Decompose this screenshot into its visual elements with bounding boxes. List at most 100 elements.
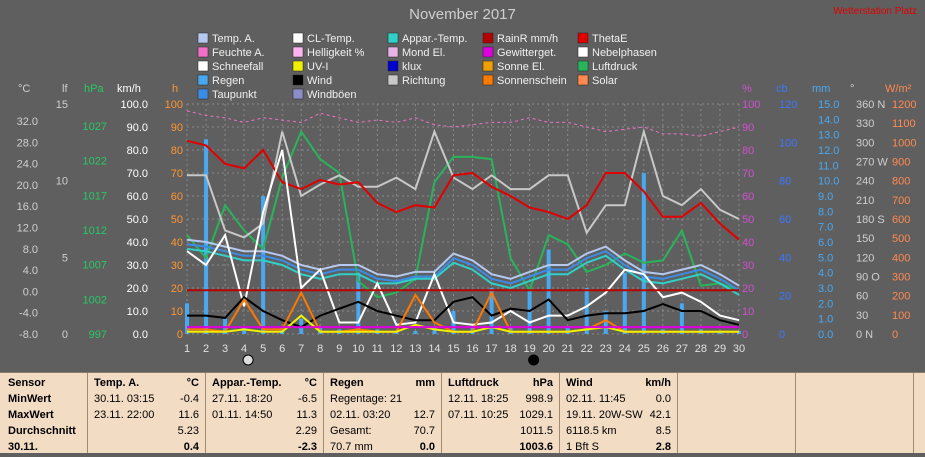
- legend-label: CL-Temp.: [307, 33, 355, 45]
- empty-column: [796, 373, 914, 453]
- temp-axis-tick: 28.0: [17, 137, 38, 149]
- legend-swatch: [292, 32, 304, 44]
- stat-column-title: Wind: [566, 377, 593, 389]
- kmh-axis-unit: km/h: [117, 83, 141, 95]
- rain-bar: [356, 272, 361, 334]
- rain-bar: [565, 326, 570, 334]
- cb-axis-tick: 100: [779, 137, 797, 149]
- hpa-axis-tick: 1007: [83, 260, 107, 272]
- stat-cell-label: 12.11. 18:25: [448, 393, 509, 405]
- stat-cell-label: 1 Bft S: [566, 441, 600, 453]
- x-tick-label: 12: [390, 343, 402, 355]
- series-line-cl-temp-: [186, 149, 740, 326]
- series-line-feuchte-a-: [186, 110, 740, 137]
- wm2-axis-tick: 200: [892, 291, 910, 303]
- stat-cell-value: 1029.1: [519, 409, 553, 421]
- cb-axis-tick: 40: [779, 252, 791, 264]
- cb-axis-tick: 60: [779, 214, 791, 226]
- stat-cell-label: Gesamt:: [330, 425, 372, 437]
- series-line-richtung: [187, 127, 740, 239]
- statistics-panel: Sensor MinWert MaxWert Durchschnitt 30.1…: [0, 372, 925, 453]
- legend-swatch: [387, 46, 399, 58]
- rain-bar: [603, 311, 608, 334]
- legend-label: Mond El.: [402, 47, 445, 59]
- hpa-axis-tick: 1002: [83, 294, 107, 306]
- legend-label: Helligkeit %: [307, 47, 365, 59]
- hpa-axis-tick: 1022: [83, 156, 107, 168]
- x-tick-label: 3: [222, 343, 228, 355]
- legend-label: Gewitterget.: [497, 47, 556, 59]
- temp-axis-tick: 32.0: [17, 116, 38, 128]
- hpa-axis-unit: hPa: [84, 83, 104, 95]
- pct-axis-tick: 40: [742, 237, 754, 249]
- legend-swatch: [292, 46, 304, 58]
- stat-column-title: Regen: [330, 377, 364, 389]
- mm-axis-tick: 11.0: [818, 160, 839, 172]
- legend-swatch: [197, 46, 209, 58]
- row-labels: Sensor MinWert MaxWert Durchschnitt 30.1…: [0, 373, 88, 453]
- x-tick-label: 15: [447, 343, 459, 355]
- stat-column-regen: Regen mm Regentage: 21 02.11. 03:20 12.7 Gesa…: [324, 373, 442, 453]
- stat-cell-label: 27.11. 18:20: [212, 393, 273, 405]
- deg-axis-unit: °: [850, 83, 854, 95]
- pct-axis-tick: 100: [742, 99, 760, 111]
- legend-label: Taupunkt: [212, 89, 257, 101]
- legend-label: Temp. A.: [212, 33, 255, 45]
- row-label-min: MinWert: [8, 393, 52, 405]
- x-tick-label: 22: [581, 343, 593, 355]
- stat-cell-label: 02.11. 11:45: [566, 393, 626, 405]
- series-line-temp-a-: [186, 238, 740, 287]
- series-line-appar-temp-: [186, 247, 740, 296]
- legend-label: Sonnenschein: [497, 75, 567, 87]
- x-tick-label: 27: [676, 343, 688, 355]
- rain-bar: [622, 272, 627, 334]
- legend-swatch: [387, 74, 399, 86]
- x-tick-label: 5: [260, 343, 266, 355]
- wm2-axis-tick: 800: [892, 176, 910, 188]
- legend-label: UV-I: [307, 61, 328, 73]
- legend-swatch: [482, 60, 494, 72]
- stat-column-unit: °C: [186, 377, 199, 389]
- x-tick-label: 24: [619, 343, 631, 355]
- x-tick-label: 14: [428, 343, 440, 355]
- deg-axis-tick: 360 N: [856, 99, 885, 111]
- cb-axis-tick: 0: [779, 329, 785, 341]
- wm2-axis-tick: 500: [892, 233, 910, 245]
- x-tick-label: 28: [695, 343, 707, 355]
- legend-label: Regen: [212, 75, 244, 87]
- stat-column-unit: °C: [304, 377, 317, 389]
- wm2-axis-tick: 1200: [892, 99, 916, 111]
- moon-phase-marker: [242, 354, 254, 366]
- x-tick-label: 9: [336, 343, 342, 355]
- deg-axis-tick: 150: [856, 233, 874, 245]
- x-tick-label: 26: [657, 343, 669, 355]
- stat-cell-value: 998.9: [525, 393, 553, 405]
- mm-axis-unit: mm: [812, 83, 830, 95]
- deg-axis-tick: 330: [856, 118, 874, 130]
- kmh-axis-tick: 30.0: [127, 260, 148, 272]
- legend-label: Sonne El.: [497, 61, 545, 73]
- legend-label: klux: [402, 61, 422, 73]
- legend-label: Nebelphasen: [592, 47, 657, 59]
- cb-axis-unit: cb: [776, 83, 788, 95]
- wm2-axis-unit: W/m²: [885, 83, 912, 95]
- station-link[interactable]: Wetterstation Platz: [833, 6, 917, 17]
- stat-cell-label: Regentage: 21: [330, 393, 403, 405]
- deg-axis-tick: 0 N: [856, 329, 873, 341]
- stat-cell-value: 0.0: [419, 441, 435, 453]
- x-tick-label: 25: [638, 343, 650, 355]
- h-axis-unit: h: [172, 83, 178, 95]
- stat-column-unit: mm: [415, 377, 435, 389]
- lf-axis-unit: lf: [62, 83, 68, 95]
- legend-label: Solar: [592, 75, 618, 87]
- mm-axis-tick: 9.0: [818, 191, 833, 203]
- hpa-axis-tick: 997: [89, 329, 107, 341]
- deg-axis-tick: 300: [856, 137, 874, 149]
- legend-swatch: [292, 88, 304, 100]
- legend-label: Feuchte A.: [212, 47, 265, 59]
- legend-swatch: [482, 74, 494, 86]
- legend-label: Richtung: [402, 75, 445, 87]
- stat-cell-value: 1003.6: [519, 441, 553, 453]
- kmh-axis-tick: 90.0: [127, 122, 148, 134]
- stat-cell-value: 0.0: [655, 393, 671, 405]
